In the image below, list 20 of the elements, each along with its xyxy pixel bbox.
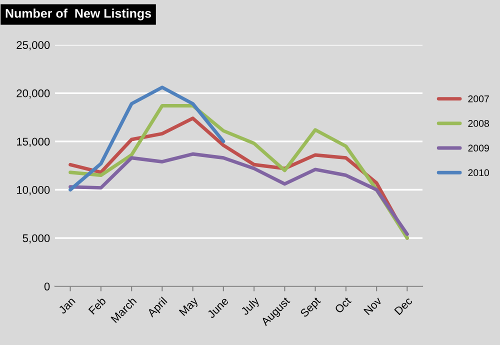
x-tick-label: Jan <box>58 296 76 314</box>
line-series <box>68 86 226 192</box>
y-tick-label: 5,000 <box>22 234 50 244</box>
legend-label: 2009 <box>468 144 489 152</box>
x-tick-label: Dec <box>394 296 413 316</box>
y-tick-label: 10,000 <box>17 186 50 196</box>
line-series <box>68 152 409 236</box>
x-tick-label: Feb <box>88 296 106 315</box>
legend-label: 2007 <box>468 95 489 102</box>
y-tick-label: 15,000 <box>17 138 50 147</box>
x-tick-label: July <box>240 296 262 318</box>
x-tick-label: Nov <box>364 296 382 316</box>
x-tick-label: Oct <box>334 296 352 314</box>
y-tick-label: 20,000 <box>16 89 50 99</box>
y-tick-label: 0 <box>44 282 50 290</box>
legend-label: 2008 <box>468 120 489 127</box>
chart-title: Number of New Listings <box>6 8 152 20</box>
legend-label: 2010 <box>468 169 490 176</box>
x-tick-label: May <box>178 296 200 318</box>
y-tick-label: 25,000 <box>16 41 50 50</box>
